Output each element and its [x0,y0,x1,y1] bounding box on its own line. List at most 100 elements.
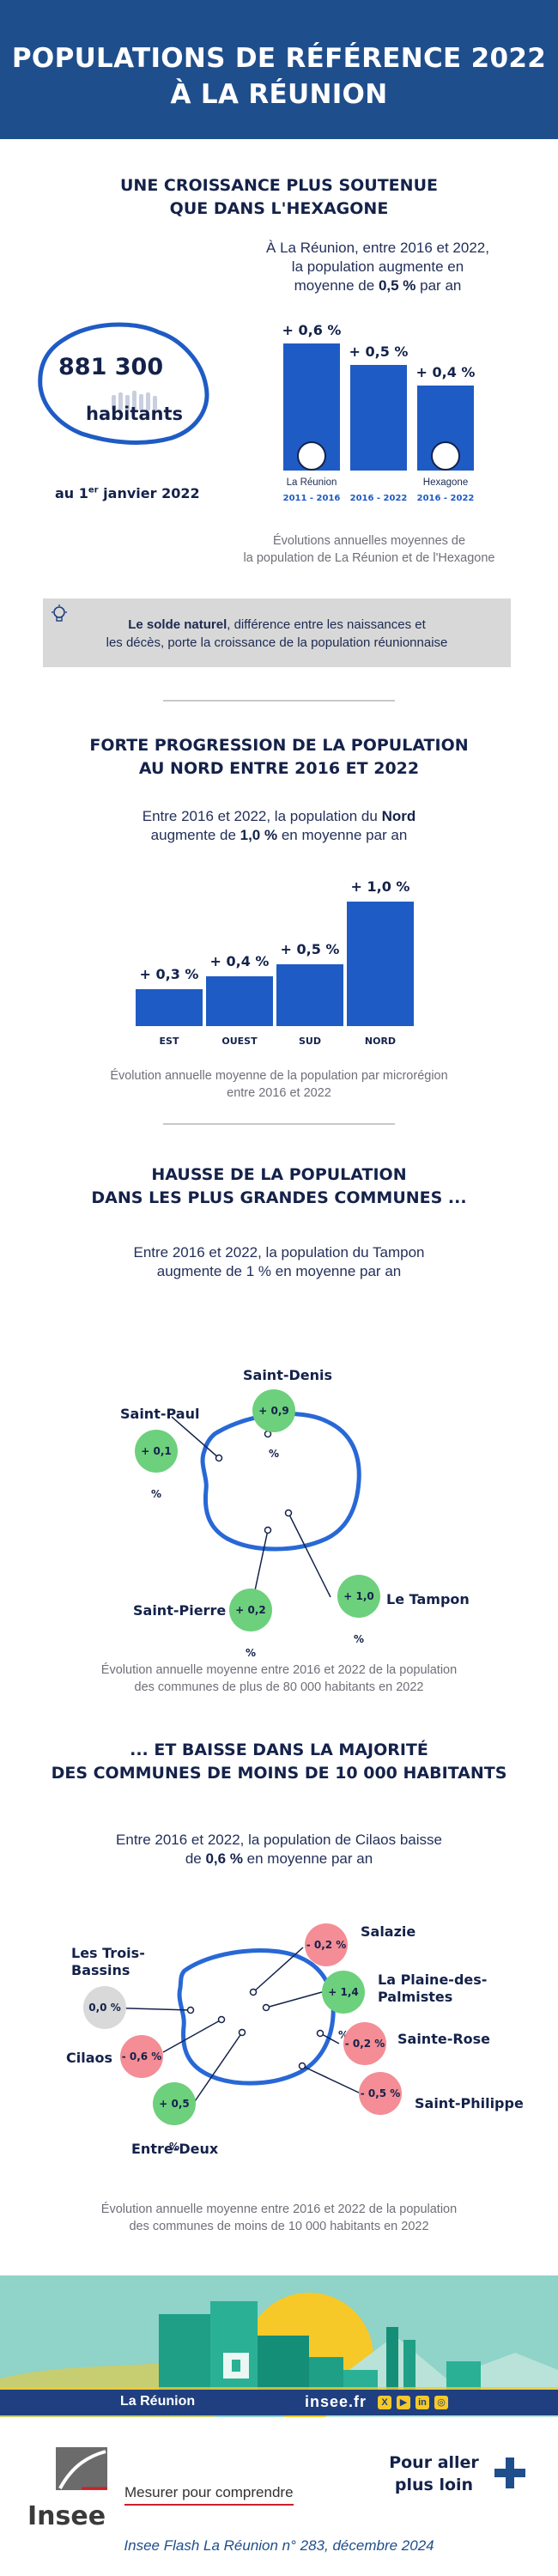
section3-caption-line1: Évolution annuelle moyenne entre 2016 et… [100,1663,458,1677]
info-box-line1: , différence entre les naissances et [227,617,426,632]
footer-site-link[interactable]: insee.fr [305,2393,367,2410]
instagram-icon[interactable]: ◎ [434,2396,448,2409]
section1-caption: Évolutions annuelles moyennes de la popu… [197,532,541,567]
value-pill-salazie: - 0,2 % [305,1923,348,1966]
section2-caption-line2: entre 2016 et 2022 [227,1086,331,1100]
info-box: Le solde naturel, différence entre les n… [43,598,511,667]
lightbulb-icon [52,605,67,622]
page-title-line1: POPULATIONS DE RÉFÉRENCE 2022 [11,43,547,74]
chart2-category-label-sud: SUD [299,1036,321,1047]
chart2-bar-est [136,988,203,1026]
city-label-saint-philippe: Saint-Philippe [415,2095,524,2111]
further-reading-link[interactable]: Pour aller plus loin [389,2453,479,2494]
island-outline [200,1412,361,1552]
section4-caption-line2: des communes de moins de 10 000 habitant… [129,2220,429,2233]
city-label-trois-bassins: Les Trois- Bassins [71,1945,145,1978]
chart2-bar-nord [347,902,414,1026]
separator [163,1123,395,1125]
youtube-icon[interactable]: ▶ [397,2396,410,2409]
chart1-value-label-2: + 0,4 % [415,364,476,381]
section3-title-line1: HAUSSE DE LA POPULATION [151,1165,407,1184]
section1-title: UNE CROISSANCE PLUS SOUTENUE QUE DANS L'… [0,174,558,221]
info-box-text: Le solde naturel, différence entre les n… [69,616,485,652]
city-label-cilaos: Cilaos [66,2050,113,2066]
section1-caption-line2: la population de La Réunion et de l'Hexa… [243,551,495,565]
chart1-value-label-0: + 0,6 % [282,322,342,338]
section3-lead-line1: Entre 2016 et 2022, la population du Tam… [133,1244,425,1261]
section1-lead-line2: la population augmente en [291,258,464,275]
reunion-island-outline [38,322,209,445]
section2-title-line1: FORTE PROGRESSION DE LA POPULATION [89,736,469,755]
section3-caption-line2: des communes de plus de 80 000 habitants… [134,1680,424,1694]
section1-title-line1: UNE CROISSANCE PLUS SOUTENUE [120,176,438,195]
section4-title: ... ET BAISSE DANS LA MAJORITÉ DES COMMU… [0,1739,558,1785]
section3-title-line2: DANS LES PLUS GRANDES COMMUNES ... [91,1188,467,1207]
city-label-salazie: Salazie [361,1923,416,1940]
city-label-saint-paul: Saint-Paul [120,1406,200,1422]
chart2-category-label-ouest: OUEST [221,1036,258,1047]
chart1-value-label-1: + 0,5 % [349,343,409,360]
chart1-group-label-reunion: La Réunion [286,477,337,488]
section4-lead: Entre 2016 et 2022, la population de Cil… [0,1831,558,1868]
x-icon[interactable]: X [378,2396,391,2409]
value-pill-trois-bassins: 0,0 % [83,1986,126,2029]
header-banner: POPULATIONS DE RÉFÉRENCE 2022 À LA RÉUNI… [0,0,558,139]
plus-icon[interactable] [494,2458,525,2488]
section2-caption: Évolution annuelle moyenne de la populat… [0,1067,558,1102]
reunion-badge-icon [297,441,326,471]
chart2-bar-sud [276,963,343,1026]
publication-reference: Insee Flash La Réunion n° 283, décembre … [124,2537,434,2554]
section4-caption-line1: Évolution annuelle moyenne entre 2016 et… [100,2202,458,2216]
section4-title-line2: DES COMMUNES DE MOINS DE 10 000 HABITANT… [51,1764,507,1783]
value-pill-saint-denis: + 0,9 % [252,1389,295,1460]
section1-title-line2: QUE DANS L'HEXAGONE [169,199,389,218]
footer-bar: La Réunion insee.fr X ▶ in ◎ [0,2390,558,2415]
separator [163,700,395,702]
value-pill-saint-philippe: - 0,5 % [359,2072,402,2115]
chart2-category-label-est: EST [159,1036,179,1047]
section2-lead: Entre 2016 et 2022, la population du Nor… [0,807,558,845]
section3-title: HAUSSE DE LA POPULATION DANS LES PLUS GR… [0,1163,558,1210]
linkedin-icon[interactable]: in [415,2396,429,2409]
section4-lead-line2: de 0,6 % en moyenne par an [185,1850,373,1867]
section4-title-line1: ... ET BAISSE DANS LA MAJORITÉ [130,1741,428,1759]
value-pill-le-tampon: + 1,0 % [337,1575,380,1645]
population-date: au 1er janvier 2022 [55,485,200,501]
chart1-period-label-1: 2016 - 2022 [349,494,408,503]
value-pill-saint-paul: + 0,1 % [135,1430,178,1500]
section2-lead-line2: augmente de 1,0 % en moyenne par an [150,827,408,843]
value-pill-cilaos: - 0,6 % [120,2035,163,2078]
city-label-le-tampon: Le Tampon [386,1591,470,1607]
island-outline [177,1948,336,2086]
chart1-period-label-0: 2011 - 2016 [282,494,341,503]
value-pill-saint-pierre: + 0,2 % [229,1589,272,1659]
city-label-sainte-rose: Sainte-Rose [397,2031,491,2047]
chart2-category-label-nord: NORD [364,1036,397,1047]
chart1-period-label-2: 2016 - 2022 [416,494,475,503]
section2-caption-line1: Évolution annuelle moyenne de la populat… [110,1069,448,1083]
chart2-value-label-nord: + 1,0 % [350,878,410,895]
insee-logo-icon [56,2447,107,2490]
chart1-bar-1 [350,364,407,471]
value-pill-sainte-rose: - 0,2 % [343,2022,386,2065]
info-box-line2: les décès, porte la croissance de la pop… [106,635,448,650]
section1-lead-line1: À La Réunion, entre 2016 et 2022, [266,240,489,256]
chart2-bar-ouest [206,976,273,1026]
insee-tagline: Mesurer pour comprendre [124,2484,294,2506]
city-label-entre-deux: Entre-Deux [131,2141,219,2157]
section2-lead-line1: Entre 2016 et 2022, la population du Nor… [142,808,416,824]
section3-lead: Entre 2016 et 2022, la population du Tam… [0,1243,558,1281]
hexagone-badge-icon [431,441,460,471]
population-unit: habitants [86,404,184,424]
insee-logo-text: Insee [27,2501,106,2531]
population-value: 881 300 [58,354,164,380]
footer-region: La Réunion [120,2394,196,2409]
value-pill-entre-deux: + 0,5 % [153,2082,196,2153]
info-box-bold: Le solde naturel [128,617,227,632]
section4-caption: Évolution annuelle moyenne entre 2016 et… [0,2201,558,2235]
section1-lead-line3: moyenne de 0,5 % par an [294,277,462,294]
chart2-value-label-est: + 0,3 % [139,965,199,982]
section2-title-line2: AU NORD ENTRE 2016 ET 2022 [138,759,420,778]
chart2-value-label-sud: + 0,5 % [280,940,340,957]
map-large-communes [171,1407,361,1619]
